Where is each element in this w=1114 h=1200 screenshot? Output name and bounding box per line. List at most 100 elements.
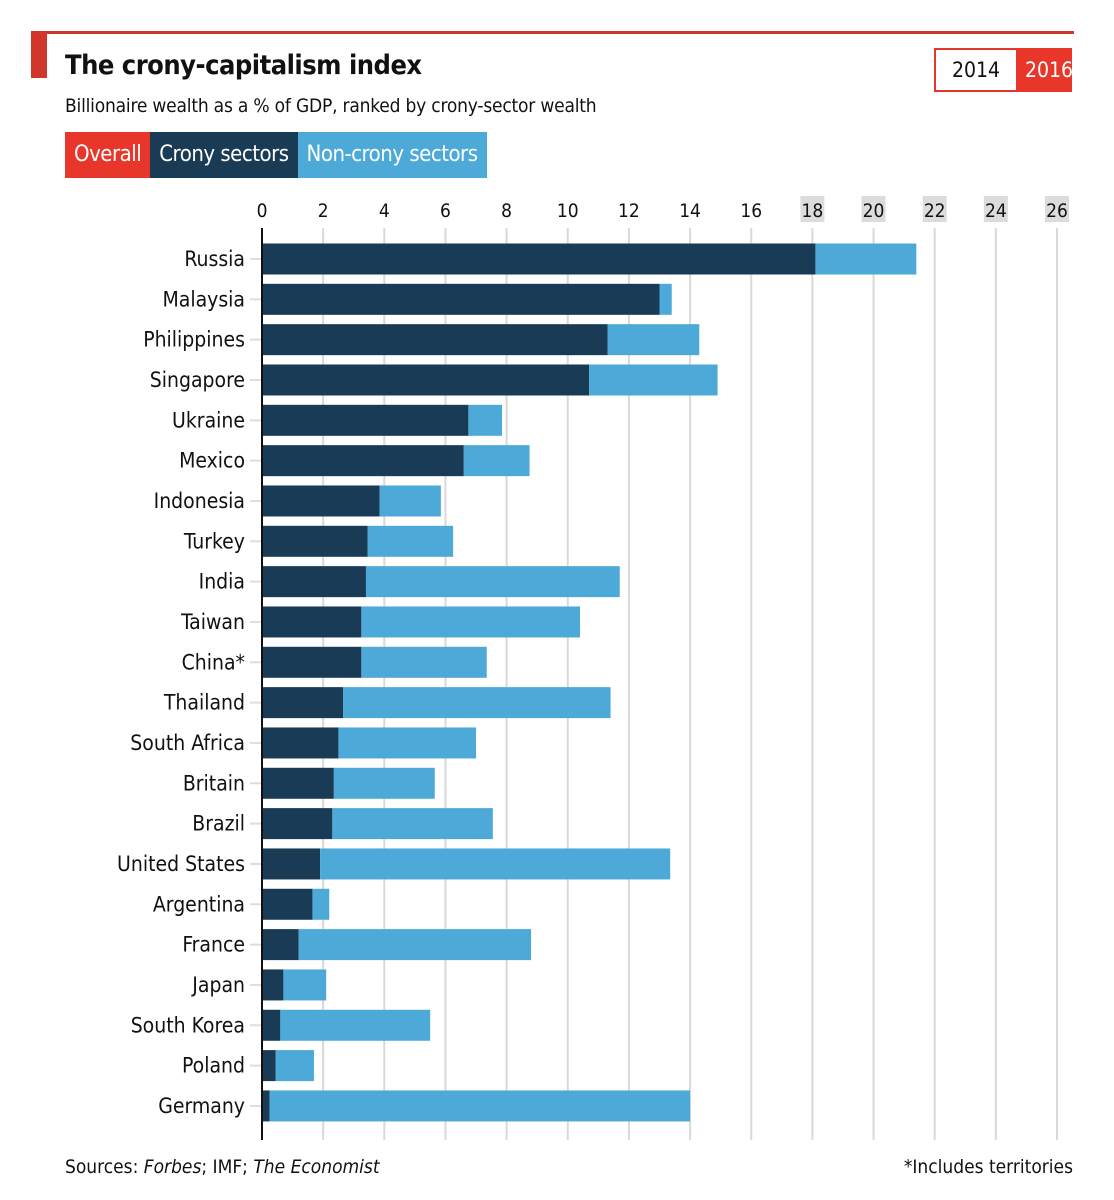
bar-crony	[262, 969, 284, 1001]
bar-noncrony	[379, 485, 441, 517]
source-forbes: Forbes	[143, 1156, 202, 1178]
bar-crony	[262, 808, 333, 840]
bar-noncrony	[659, 283, 672, 315]
bar-crony	[262, 525, 368, 557]
tick-highlight-20	[861, 196, 886, 222]
x-tick-label: 14	[679, 200, 701, 222]
category-label: India	[199, 570, 245, 594]
category-label: Philippines	[143, 328, 245, 352]
bar-noncrony	[283, 969, 327, 1001]
category-label: Malaysia	[162, 287, 245, 311]
x-tick-label: 16	[740, 200, 762, 222]
x-tick-label: 8	[501, 200, 512, 222]
source-imf: ; IMF;	[201, 1156, 254, 1178]
bar-noncrony	[367, 525, 454, 557]
category-label: South Korea	[131, 1013, 245, 1037]
year-toggle: 2014 2016	[934, 48, 1073, 92]
category-label: Argentina	[153, 892, 245, 916]
legend-noncrony-button[interactable]: Non-crony sectors	[297, 132, 487, 178]
footnote: *Includes territories	[903, 1156, 1073, 1178]
legend-overall-button[interactable]: Overall	[65, 132, 151, 178]
bar-noncrony	[333, 767, 435, 799]
bar-crony	[262, 445, 464, 477]
bar-crony	[262, 1090, 270, 1122]
x-tick-label: 12	[618, 200, 640, 222]
category-label: Singapore	[150, 368, 245, 392]
sources-prefix: Sources:	[65, 1156, 144, 1178]
x-tick-label: 18	[802, 200, 824, 222]
chart-subtitle: Billionaire wealth as a % of GDP, ranked…	[65, 95, 597, 117]
category-label: France	[182, 933, 245, 957]
category-label: China*	[182, 650, 245, 674]
bar-crony	[262, 767, 334, 799]
year-2016-button[interactable]: 2016	[1016, 50, 1073, 90]
bar-crony	[262, 364, 590, 396]
bar-crony	[262, 404, 469, 436]
category-label: Indonesia	[154, 489, 245, 513]
bar-noncrony	[275, 1050, 314, 1082]
x-tick-label: 22	[924, 200, 946, 222]
bar-crony	[262, 1009, 281, 1041]
bar-crony	[262, 283, 660, 315]
bars	[262, 243, 917, 1122]
bar-crony	[262, 727, 339, 759]
bar-noncrony	[589, 364, 718, 396]
category-label: United States	[117, 852, 245, 876]
legend-crony-button[interactable]: Crony sectors	[150, 132, 298, 178]
bar-noncrony	[365, 566, 620, 598]
legend: Overall Crony sectors Non-crony sectors	[65, 132, 487, 178]
bar-crony	[262, 888, 313, 920]
x-axis-ticks: 0 2 4 6 8 10 12 14 16 18 20 22 24 26	[257, 196, 1069, 222]
bar-noncrony	[312, 888, 330, 920]
x-tick-label: 24	[985, 200, 1007, 222]
tick-highlight-26	[1045, 196, 1069, 222]
bar-noncrony	[343, 687, 611, 719]
category-label: Ukraine	[172, 408, 245, 432]
bar-noncrony	[815, 243, 917, 275]
bar-noncrony	[298, 929, 532, 961]
bar-noncrony	[468, 404, 503, 436]
bar-noncrony	[361, 646, 487, 678]
bar-crony	[262, 848, 321, 880]
x-tick-label: 4	[379, 200, 390, 222]
x-tick-label: 6	[440, 200, 451, 222]
category-label: Britain	[183, 771, 245, 795]
category-label: Japan	[191, 973, 245, 997]
bar-crony	[262, 566, 366, 598]
category-labels: Russia Malaysia Philippines Singapore Ukrain…	[117, 247, 262, 1118]
category-label: Mexico	[179, 449, 245, 473]
bar-crony	[262, 1050, 276, 1082]
x-tick-label: 10	[557, 200, 579, 222]
x-tick-label: 20	[863, 200, 885, 222]
bar-noncrony	[361, 606, 580, 638]
bar-crony	[262, 243, 816, 275]
bar-noncrony	[463, 445, 530, 477]
category-label: Poland	[182, 1054, 245, 1078]
bar-noncrony	[332, 808, 493, 840]
tick-highlight-24	[983, 196, 1008, 222]
tick-highlight-18	[800, 196, 825, 222]
x-tick-label: 0	[257, 200, 268, 222]
bar-noncrony	[607, 324, 700, 356]
x-tick-label: 26	[1046, 200, 1068, 222]
year-2014-button[interactable]: 2014	[936, 50, 1016, 90]
category-label: Turkey	[183, 529, 245, 553]
category-label: Thailand	[163, 691, 245, 715]
category-label: South Africa	[130, 731, 245, 755]
bar-noncrony	[320, 848, 671, 880]
bar-crony	[262, 606, 362, 638]
category-label: Germany	[158, 1094, 245, 1118]
sources-note: Sources: Forbes; IMF; The Economist	[65, 1156, 380, 1178]
source-economist: The Economist	[253, 1156, 380, 1178]
accent-bar	[31, 31, 47, 78]
category-label: Taiwan	[180, 610, 245, 634]
category-label: Russia	[184, 247, 245, 271]
bar-noncrony	[280, 1009, 431, 1041]
bar-noncrony	[269, 1090, 691, 1122]
bar-crony	[262, 646, 362, 678]
tick-highlight-22	[922, 196, 947, 222]
bar-crony	[262, 687, 344, 719]
bar-noncrony	[338, 727, 477, 759]
category-label: Brazil	[192, 812, 245, 836]
